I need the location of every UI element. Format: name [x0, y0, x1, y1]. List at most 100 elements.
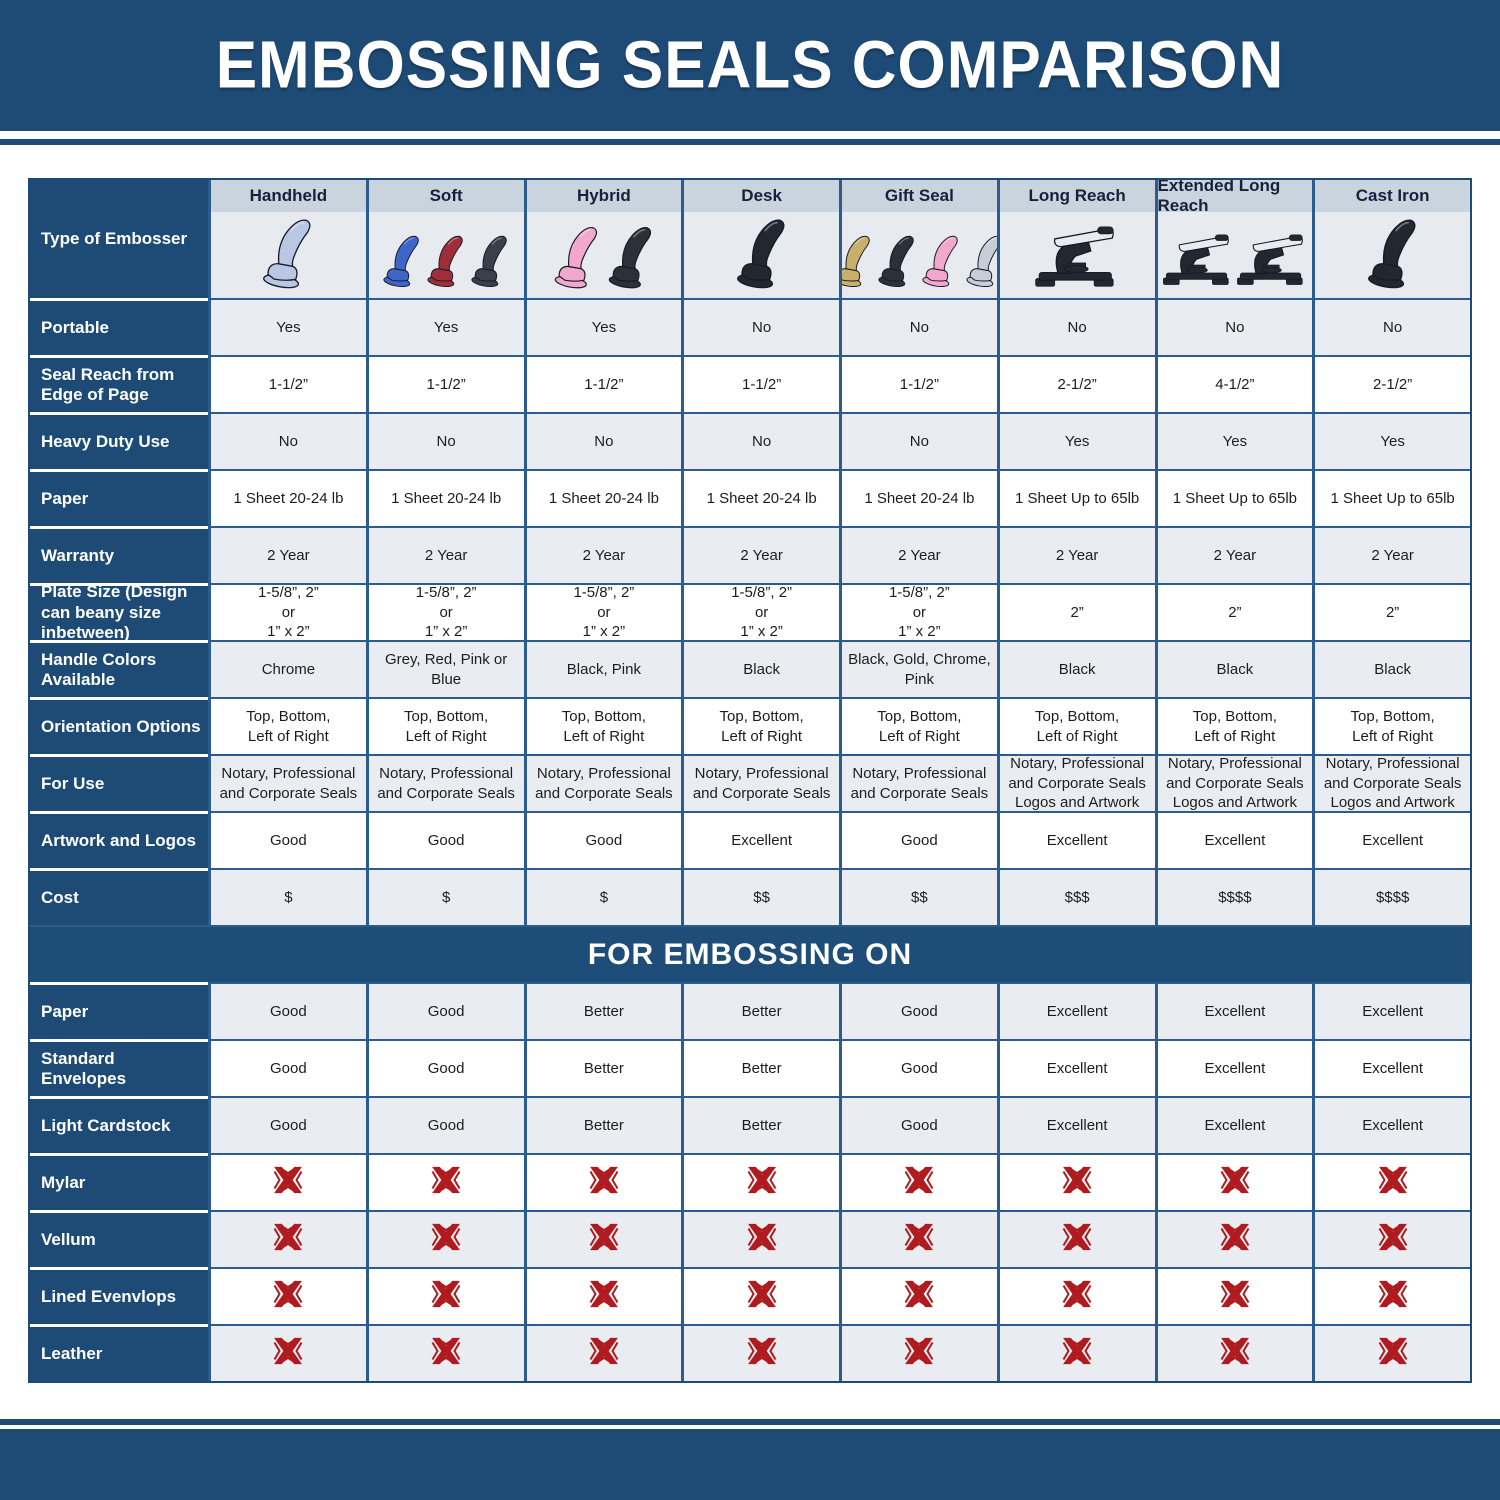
table-cell: 1 Sheet 20-24 lb: [365, 469, 524, 526]
table-cell: Excellent: [996, 1096, 1155, 1153]
table-cell: 2 Year: [1154, 526, 1313, 583]
table-cell: Notary, Professional and Corporate Seals…: [1154, 754, 1313, 811]
embossing-row-label: Standard Envelopes: [30, 1039, 208, 1096]
hand-embosser-icon: [964, 231, 997, 294]
embosser-image-cell: [996, 212, 1155, 298]
x-icon: [745, 1279, 779, 1315]
column-header-gift-seal: Gift Seal: [839, 180, 997, 212]
table-cell: Black, Pink: [523, 640, 682, 697]
table-cell: No: [839, 298, 997, 355]
hand-embosser-icon: [841, 231, 997, 294]
x-icon: [745, 1336, 779, 1372]
header-band: EMBOSSING SEALS COMPARISON: [0, 0, 1500, 131]
table-cell: [839, 1210, 997, 1267]
embosser-image-cell: [681, 212, 839, 298]
table-cell: Good: [208, 811, 366, 868]
table-cell: Black: [996, 640, 1155, 697]
table-cell: 1-1/2”: [365, 355, 524, 412]
hand-embosser-icon: [469, 231, 511, 294]
table-cell: 2 Year: [365, 526, 524, 583]
table-cell: [996, 1210, 1155, 1267]
spec-row-label: For Use: [30, 754, 208, 811]
desk-embosser-icon: [1162, 231, 1234, 294]
table-cell: Good: [365, 811, 524, 868]
table-cell: 1-5/8”, 2” or 1” x 2”: [208, 583, 366, 640]
table-cell: [996, 1324, 1155, 1381]
desk-embosser-icon: [1162, 231, 1308, 294]
table-cell: $$: [839, 868, 997, 925]
embosser-image-cell: [1312, 212, 1470, 298]
table-cell: Good: [365, 982, 524, 1039]
x-icon: [271, 1165, 305, 1201]
hand-embosser-icon: [381, 231, 423, 294]
section-title: FOR EMBOSSING ON: [30, 925, 1470, 982]
spec-row-label: Seal Reach from Edge of Page: [30, 355, 208, 412]
table-cell: Notary, Professional and Corporate Seals: [208, 754, 366, 811]
table-cell: No: [681, 412, 839, 469]
table-cell: [1312, 1210, 1470, 1267]
table-cell: [996, 1267, 1155, 1324]
x-icon: [902, 1279, 936, 1315]
table-cell: [681, 1210, 839, 1267]
embossing-row-label: Mylar: [30, 1153, 208, 1210]
x-icon: [587, 1222, 621, 1258]
table-cell: [1154, 1210, 1313, 1267]
table-cell: 1-1/2”: [208, 355, 366, 412]
x-icon: [1218, 1222, 1252, 1258]
x-icon: [1218, 1279, 1252, 1315]
x-icon: [271, 1336, 305, 1372]
spec-row-label: Cost: [30, 868, 208, 925]
x-icon: [1060, 1279, 1094, 1315]
table-cell: [839, 1324, 997, 1381]
table-cell: Better: [523, 982, 682, 1039]
table-cell: Top, Bottom, Left of Right: [1312, 697, 1470, 754]
table-cell: Excellent: [1312, 982, 1470, 1039]
table-cell: 2 Year: [523, 526, 682, 583]
table-cell: Excellent: [996, 811, 1155, 868]
table-cell: 1 Sheet 20-24 lb: [523, 469, 682, 526]
table-cell: 1-1/2”: [839, 355, 997, 412]
page-title: EMBOSSING SEALS COMPARISON: [215, 28, 1285, 103]
embosser-image-cell: [365, 212, 524, 298]
x-icon: [1060, 1222, 1094, 1258]
table-cell: Notary, Professional and Corporate Seals: [839, 754, 997, 811]
table-cell: [523, 1153, 682, 1210]
table-cell: 1-5/8”, 2” or 1” x 2”: [523, 583, 682, 640]
hand-embosser-icon: [732, 215, 792, 294]
table-cell: $: [208, 868, 366, 925]
hand-embosser-icon: [258, 215, 318, 294]
hand-embosser-icon: [732, 215, 792, 294]
table-cell: [523, 1267, 682, 1324]
desk-embosser-icon: [1236, 231, 1308, 294]
table-cell: 2 Year: [681, 526, 839, 583]
hand-embosser-icon: [551, 223, 603, 294]
table-cell: 1 Sheet 20-24 lb: [681, 469, 839, 526]
row-label-type-of-embosser: Type of Embosser: [30, 180, 208, 298]
hand-embosser-icon: [551, 223, 657, 294]
table-cell: [208, 1324, 366, 1381]
table-cell: Excellent: [1312, 1039, 1470, 1096]
table-cell: No: [839, 412, 997, 469]
embossing-row-label: Lined Evenvlops: [30, 1267, 208, 1324]
x-icon: [429, 1222, 463, 1258]
table-cell: 2”: [996, 583, 1155, 640]
table-cell: Good: [365, 1039, 524, 1096]
table-cell: $: [365, 868, 524, 925]
table-cell: Good: [523, 811, 682, 868]
table-cell: Notary, Professional and Corporate Seals: [681, 754, 839, 811]
hand-embosser-icon: [1363, 215, 1423, 294]
column-header-cast-iron: Cast Iron: [1312, 180, 1470, 212]
x-icon: [745, 1222, 779, 1258]
hand-embosser-icon: [841, 231, 874, 294]
table-cell: [839, 1267, 997, 1324]
embosser-image-cell: [523, 212, 682, 298]
table-cell: 2 Year: [1312, 526, 1470, 583]
table-cell: [365, 1267, 524, 1324]
hand-embosser-icon: [920, 231, 962, 294]
table-cell: Yes: [365, 298, 524, 355]
table-cell: 1-5/8”, 2” or 1” x 2”: [365, 583, 524, 640]
table-cell: $: [523, 868, 682, 925]
table-cell: Better: [681, 982, 839, 1039]
table-cell: Excellent: [1154, 1039, 1313, 1096]
table-cell: Chrome: [208, 640, 366, 697]
